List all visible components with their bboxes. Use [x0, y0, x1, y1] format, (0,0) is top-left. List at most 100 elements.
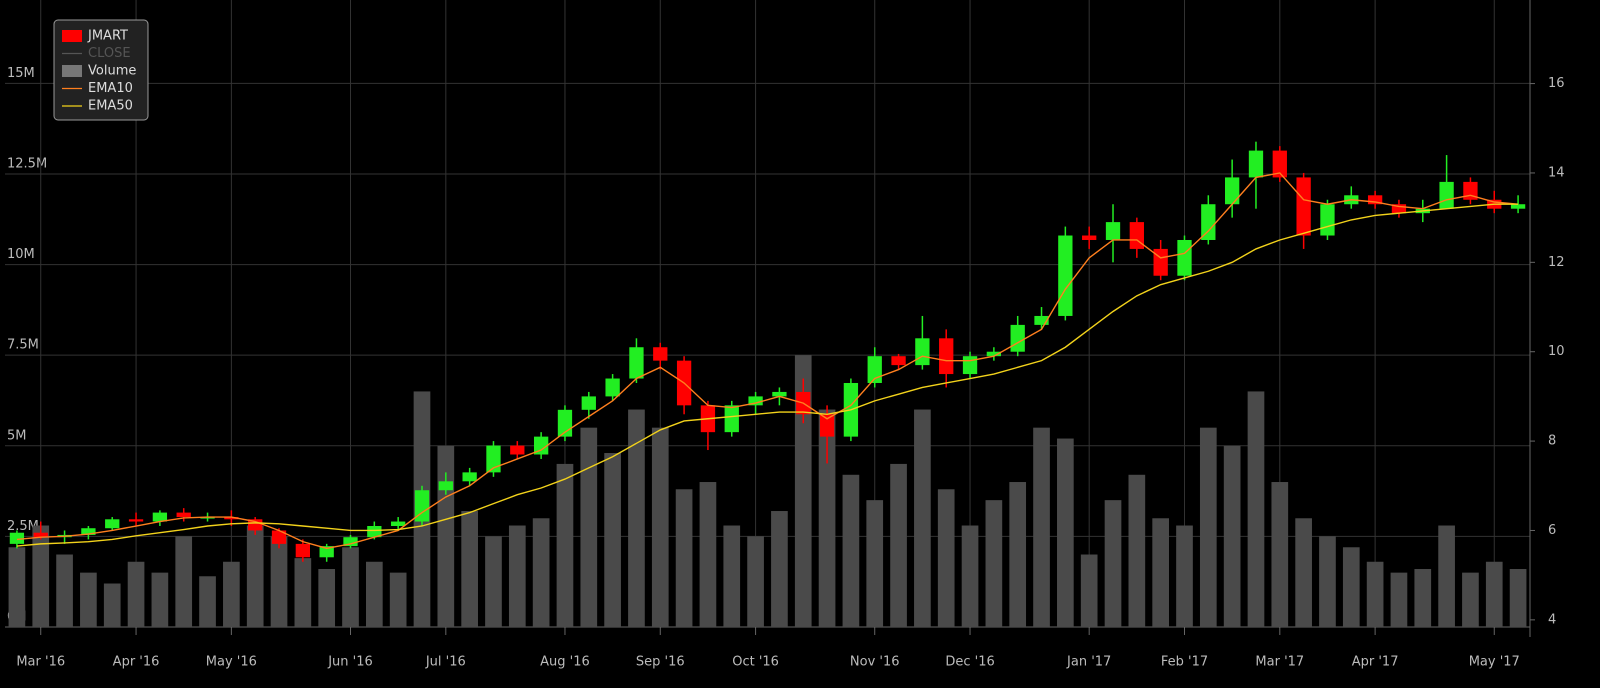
- volume-bar: [1223, 445, 1241, 627]
- candle-body: [81, 528, 96, 535]
- candle-body: [1201, 204, 1216, 240]
- candle-body: [33, 532, 48, 538]
- legend-label: EMA10: [88, 81, 133, 96]
- candle-body: [248, 519, 263, 531]
- volume-bar: [794, 355, 812, 627]
- x-tick-label: Nov '16: [850, 655, 900, 670]
- candle-body: [1510, 204, 1526, 209]
- volume-bar: [1342, 547, 1360, 627]
- y-tick-label: 10M: [7, 247, 35, 262]
- volume-bar: [1199, 427, 1217, 627]
- volume-bar: [937, 489, 955, 627]
- volume-bar: [437, 445, 455, 627]
- candle-body: [819, 414, 835, 437]
- volume-bar: [1438, 525, 1455, 627]
- volume-bar: [1152, 518, 1170, 627]
- candle-body: [1129, 222, 1144, 249]
- volume-bar: [32, 525, 50, 627]
- x-tick-label: Jan '17: [1066, 655, 1111, 670]
- x-tick-label: Mar '17: [1255, 655, 1304, 670]
- candle-body: [605, 378, 620, 397]
- volume-bar: [842, 474, 860, 627]
- candle-body: [748, 396, 763, 406]
- candle-body: [772, 391, 787, 397]
- volume-bar: [223, 561, 240, 627]
- y2-tick-label: 12: [1548, 255, 1565, 270]
- volume-bar: [1057, 438, 1074, 627]
- y-tick-label: 5M: [7, 428, 27, 443]
- candle-body: [486, 445, 501, 473]
- candle-body: [319, 546, 334, 558]
- x-tick-label: Oct '16: [732, 655, 779, 670]
- legend-swatch: [62, 65, 82, 77]
- volume-bar: [747, 536, 764, 627]
- volume-bar: [342, 547, 359, 627]
- candle-body: [176, 512, 191, 518]
- candle-body: [1296, 177, 1311, 236]
- x-tick-label: Apr '16: [113, 655, 160, 670]
- volume-bar: [508, 525, 526, 627]
- volume-bar: [651, 427, 669, 627]
- volume-bar: [1509, 569, 1527, 627]
- volume-bar: [1247, 391, 1265, 627]
- volume-bar: [604, 453, 621, 627]
- candle-body: [962, 356, 978, 375]
- volume-bar: [1390, 572, 1408, 627]
- y2-tick-label: 14: [1548, 165, 1565, 180]
- x-tick-label: Jul '16: [425, 655, 466, 670]
- volume-bar: [1009, 482, 1027, 627]
- volume-bar: [103, 583, 121, 627]
- candle-body: [653, 347, 668, 361]
- x-tick-label: Dec '16: [945, 655, 994, 670]
- candle-body: [414, 490, 430, 522]
- candle-body: [1034, 315, 1049, 325]
- volume-bar: [151, 572, 169, 627]
- candle-body: [1320, 204, 1335, 236]
- candle-body: [724, 405, 739, 433]
- x-tick-label: May '16: [206, 655, 257, 670]
- y-tick-label: 12.5M: [7, 156, 47, 171]
- legend-label: CLOSE: [88, 46, 131, 61]
- legend-label: JMART: [87, 29, 128, 44]
- volume-bar: [1128, 474, 1146, 627]
- candle-body: [438, 481, 453, 491]
- volume-bar: [8, 547, 26, 627]
- legend-box: [53, 19, 149, 121]
- x-tick-label: Mar '16: [16, 655, 65, 670]
- volume-bar: [1033, 427, 1050, 627]
- volume-bar: [675, 489, 693, 627]
- volume-bar: [80, 572, 97, 627]
- volume-bar: [199, 576, 216, 627]
- volume-bar: [1271, 482, 1289, 627]
- candle-body: [1367, 195, 1383, 205]
- x-tick-label: Aug '16: [540, 655, 590, 670]
- volume-bar: [818, 409, 836, 627]
- candle-body: [152, 512, 168, 522]
- legend-label: EMA50: [88, 99, 133, 114]
- volume-bar: [127, 561, 145, 627]
- x-tick-label: Apr '17: [1352, 655, 1399, 670]
- y2-tick-label: 6: [1548, 523, 1556, 538]
- candle-body: [1082, 235, 1097, 240]
- volume-bar: [699, 482, 717, 627]
- candle-body: [1153, 248, 1168, 276]
- volume-bar: [628, 409, 645, 627]
- x-tick-label: May '17: [1469, 655, 1520, 670]
- volume-bar: [1366, 561, 1384, 627]
- legend-label: Volume: [88, 64, 136, 79]
- volume-bar: [723, 525, 741, 627]
- candle-body: [462, 472, 477, 482]
- volume-bar: [485, 536, 502, 627]
- candle-body: [867, 356, 882, 383]
- candle-body: [224, 517, 239, 520]
- volume-bar: [318, 569, 336, 627]
- candle-body: [533, 436, 549, 455]
- candle-body: [1058, 235, 1073, 316]
- y2-tick-label: 16: [1548, 76, 1565, 91]
- volume-bar: [1104, 500, 1122, 627]
- candle-body: [581, 396, 596, 410]
- x-tick-label: Feb '17: [1161, 655, 1208, 670]
- y2-tick-label: 4: [1548, 612, 1556, 627]
- candle-body: [391, 521, 406, 527]
